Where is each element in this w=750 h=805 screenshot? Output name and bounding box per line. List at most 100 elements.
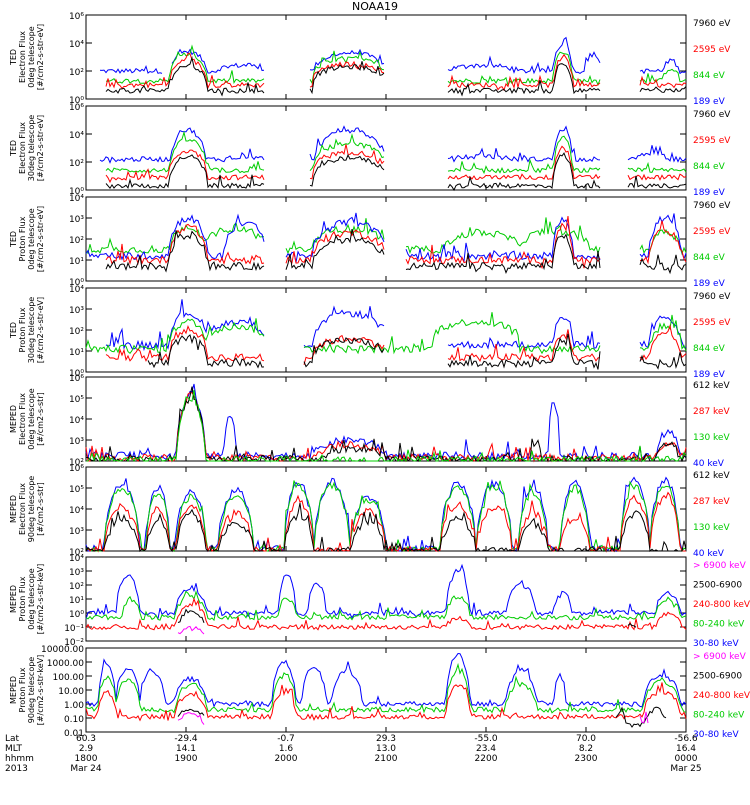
legend-label: 844 eV: [693, 71, 726, 81]
y-axis-label-line: [#/cm2-s-str-keV]: [36, 655, 45, 726]
y-axis-label-line: Proton Flux: [18, 667, 27, 712]
y-tick-label: 10²: [69, 582, 84, 592]
y-axis-label-line: [#/cm2-s-str]: [36, 392, 45, 445]
y-axis-label-line: 0deg telescope: [27, 26, 36, 87]
legend-label: 7960 eV: [693, 201, 731, 211]
legend-label: > 6900 keV: [693, 561, 747, 571]
legend-label: 2595 eV: [693, 45, 731, 55]
y-axis-label-line: Proton Flux: [18, 576, 27, 621]
series-line: [105, 323, 687, 365]
legend-label: > 6900 keV: [693, 652, 747, 662]
legend-label: 612 keV: [693, 471, 730, 481]
x-tick-label: 2300: [575, 754, 598, 764]
legend-label: 189 eV: [693, 370, 726, 380]
series-line: [85, 682, 687, 722]
y-tick-label: 10¹: [69, 257, 84, 267]
y-tick-label: 10²: [69, 458, 84, 468]
legend-label: 30-80 keV: [693, 639, 739, 649]
y-axis-label-line: TED: [9, 49, 18, 66]
y-axis-label-line: 90deg telescope: [27, 657, 36, 724]
x-tick-label: 2100: [375, 754, 398, 764]
y-tick-label: 10⁴: [69, 554, 84, 564]
legend-label: 2595 eV: [693, 318, 731, 328]
x-tick-label: 29.3: [376, 734, 396, 744]
series-line: [105, 152, 687, 192]
legend-label: 189 eV: [693, 188, 726, 198]
y-axis-label-line: Electron Flux: [18, 483, 27, 535]
x-tick-label: -29.4: [174, 734, 198, 744]
series-line: [85, 217, 687, 256]
x-tick-label: 0000: [675, 754, 698, 764]
y-tick-label: 100.00: [53, 673, 85, 683]
x-tick-label: 2000: [275, 754, 298, 764]
y-tick-label: 10000.00: [41, 645, 84, 655]
y-axis-label-line: [#/cm2-s-str-eV]: [36, 297, 45, 363]
x-tick-label: 16.4: [676, 744, 696, 754]
y-axis-label-line: 0deg telescope: [27, 568, 36, 629]
y-tick-label: 10⁰: [69, 610, 84, 620]
x-tick-label: 14.1: [176, 744, 196, 754]
y-tick-label: 1000.00: [47, 659, 84, 669]
y-tick-label: 10³: [69, 527, 84, 537]
x-tick-label: -55.0: [474, 734, 498, 744]
y-axis-label-line: 90deg telescope: [27, 476, 36, 543]
series-line: [85, 312, 687, 355]
y-tick-label: 0.01: [64, 729, 84, 739]
y-tick-label: 10⁴: [69, 506, 84, 516]
x-tick-label: 1900: [175, 754, 198, 764]
y-axis-label-line: TED: [9, 231, 18, 248]
x-tick-label: Mar 25: [670, 764, 701, 774]
series-line: [105, 216, 687, 270]
y-axis-label-line: TED: [9, 322, 18, 339]
series-line: [85, 383, 687, 463]
x-tick-label: 60.3: [76, 734, 96, 744]
y-tick-label: 10²: [69, 236, 84, 246]
y-tick-label: 10⁶: [69, 464, 84, 474]
y-tick-label: 10²: [69, 68, 84, 78]
series-line: [105, 130, 687, 175]
y-axis-label: MEPED Electron Flux 90deg telescope [#/cm2-…: [9, 476, 45, 543]
legend-label: 40 keV: [693, 549, 725, 559]
y-axis-label-line: Proton Flux: [18, 307, 27, 352]
series-line: [177, 608, 637, 628]
y-tick-label: 10⁰: [69, 96, 84, 106]
x-tick-label: 70.0: [576, 734, 596, 744]
y-axis-label-line: Proton Flux: [18, 216, 27, 261]
x-tick-label: 1.6: [279, 744, 294, 754]
y-tick-label: 10²: [69, 159, 84, 169]
y-tick-label: 10⁰: [69, 187, 84, 197]
legend-label: 7960 eV: [693, 19, 731, 29]
y-axis-label-line: MEPED: [9, 405, 18, 433]
legend-label: 7960 eV: [693, 110, 731, 120]
legend-label: 130 keV: [693, 523, 730, 533]
legend-label: 189 eV: [693, 279, 726, 289]
y-axis-label-line: [#/cm2-s-str-eV]: [36, 24, 45, 90]
y-tick-label: 10⁻²: [64, 638, 84, 648]
legend-label: 2595 eV: [693, 136, 731, 146]
series-line: [85, 212, 687, 263]
series-line: [105, 299, 687, 352]
legend-label: 612 keV: [693, 381, 730, 391]
x-row-label: MLT: [5, 744, 23, 754]
series-line: [105, 55, 687, 97]
y-tick-label: 10⁴: [69, 131, 84, 141]
y-tick-label: 10⁻¹: [64, 624, 84, 634]
x-tick-label: -56.6: [674, 734, 698, 744]
legend-label: 287 keV: [693, 497, 730, 507]
y-tick-label: 10⁶: [69, 374, 84, 384]
y-axis-label-line: 30deg telescope: [27, 115, 36, 182]
y-axis-label-line: Electron Flux: [18, 393, 27, 445]
x-row-label: hhmm: [5, 754, 34, 764]
series-line: [85, 590, 687, 622]
y-axis-label-line: MEPED: [9, 495, 18, 523]
y-axis-label-line: Electron Flux: [18, 31, 27, 83]
y-tick-label: 10¹: [69, 596, 84, 606]
x-row-label: Lat: [5, 734, 20, 744]
y-tick-label: 10⁴: [69, 285, 84, 295]
legend-label: 2500-6900: [693, 581, 742, 591]
legend-label: 240-800 keV: [693, 691, 750, 701]
series-line: [99, 125, 687, 164]
y-tick-label: 10⁴: [69, 40, 84, 50]
legend-label: 40 keV: [693, 459, 725, 469]
